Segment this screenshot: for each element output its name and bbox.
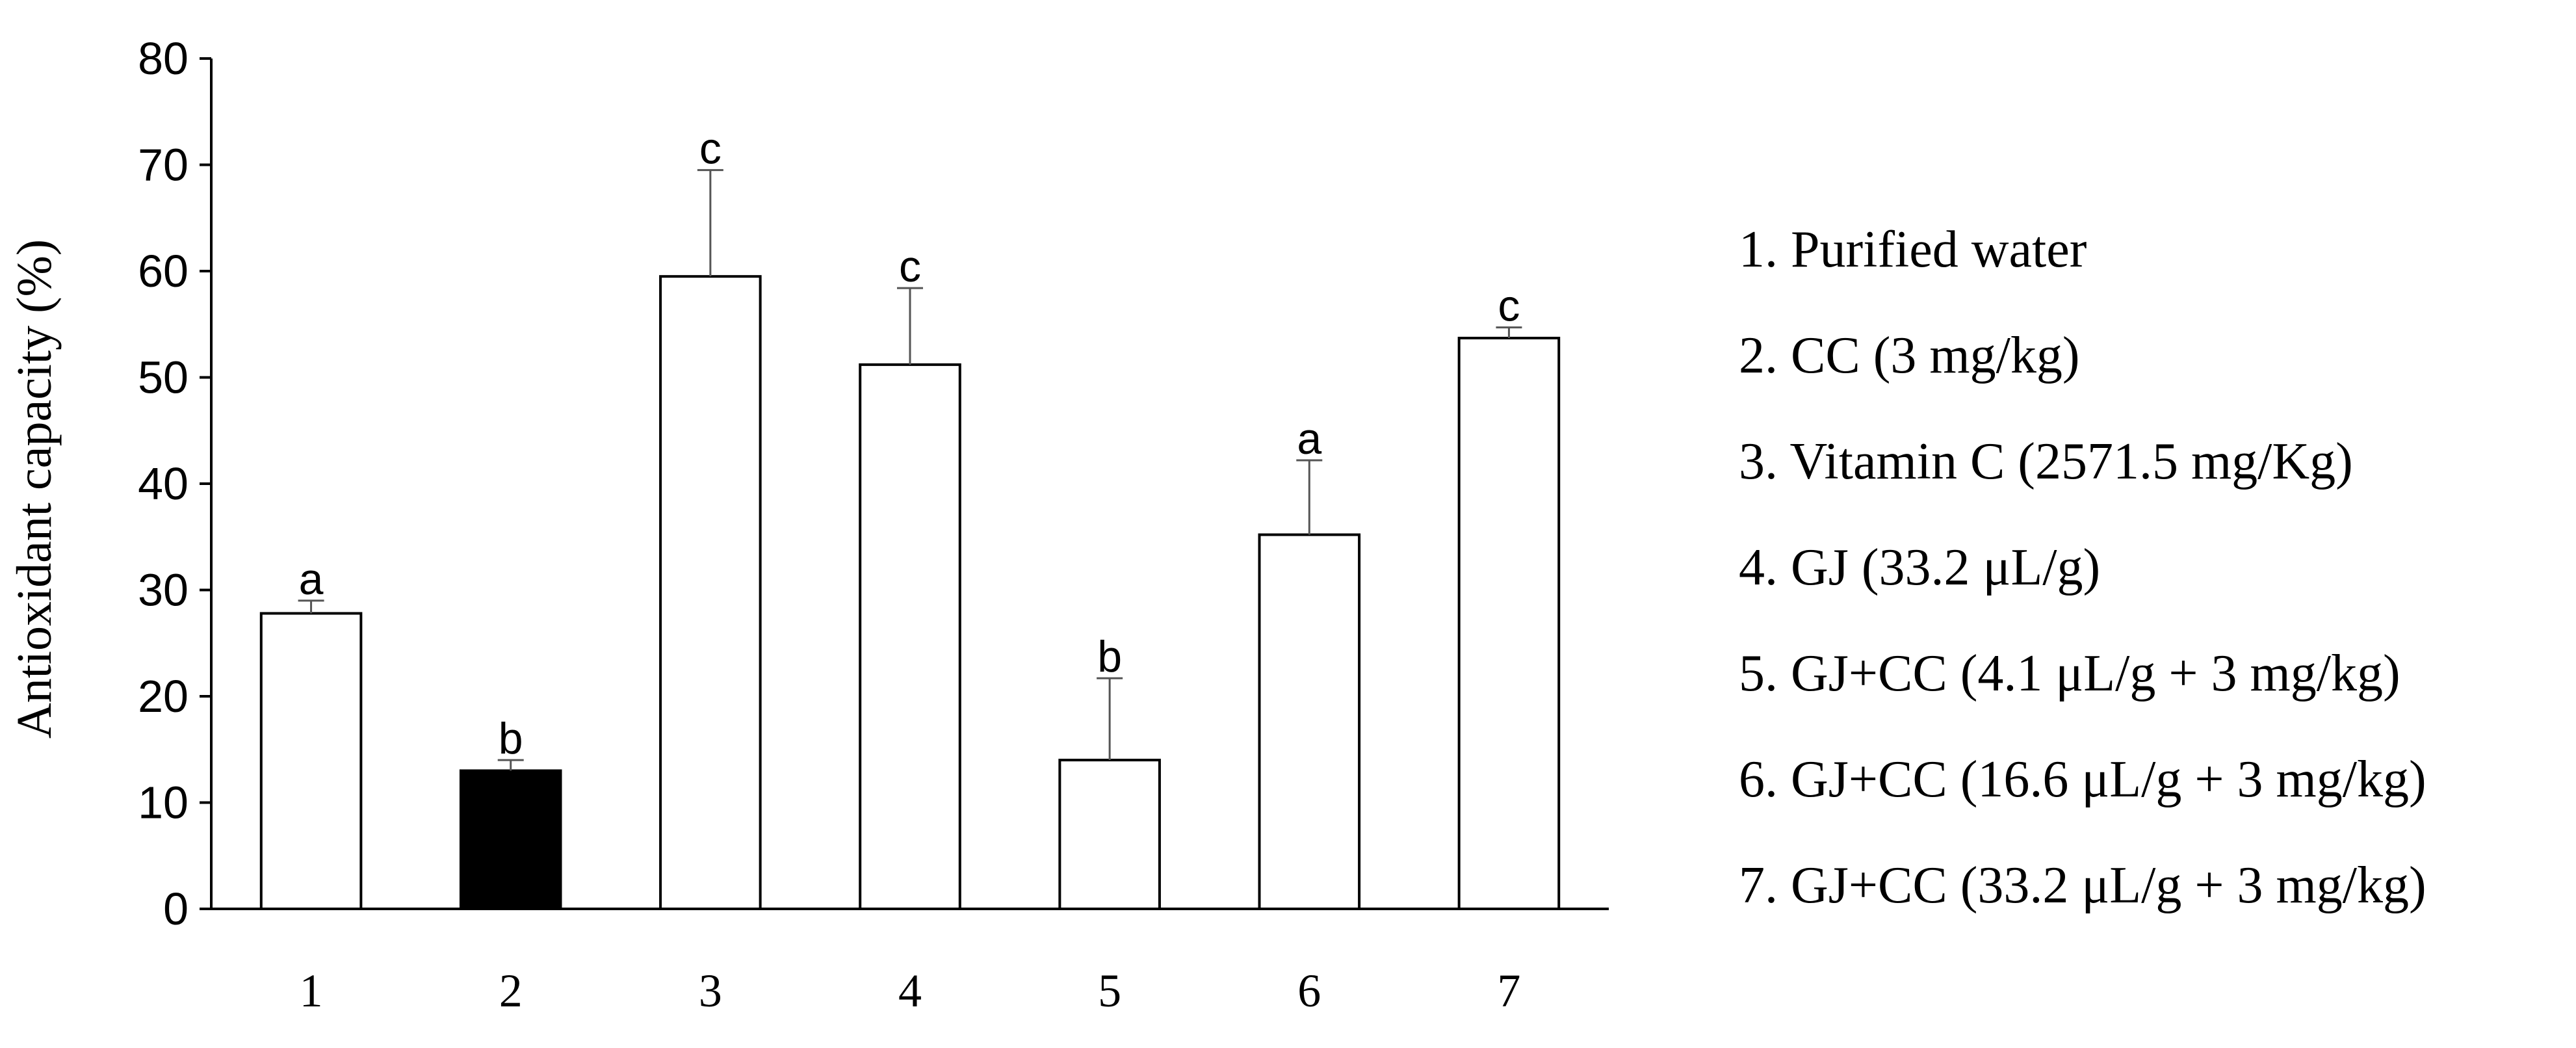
bar [259,612,363,910]
bar [859,363,961,910]
legend-item: 3. Vitamin C (2571.5 mg/Kg) [1739,433,2353,490]
legend-item: 5. GJ+CC (4.1 μL/g + 3 mg/kg) [1739,645,2400,702]
significance-label: b [1097,632,1122,681]
y-tick-label: 60 [138,246,189,296]
y-tick-label: 50 [138,352,189,403]
significance-label: c [699,124,722,174]
y-tick-label: 40 [138,458,189,509]
axes: 0 10 20 30 40 50 60 70 80 1 2 3 4 5 6 7 [138,33,1609,1017]
x-tick-label: 3 [699,965,722,1017]
legend-item: 1. Purified water [1739,221,2087,278]
significance-label: c [1498,282,1520,331]
significance-label: a [299,555,324,604]
y-tick-label: 10 [138,778,189,828]
legend-item: 6. GJ+CC (16.6 μL/g + 3 mg/kg) [1739,751,2426,808]
significance-label: b [499,714,523,763]
legend-item: 4. GJ (33.2 μL/g) [1739,539,2100,596]
legend-item: 7. GJ+CC (33.2 μL/g + 3 mg/kg) [1739,857,2426,914]
bar [459,769,562,910]
legend: 1. Purified water 2. CC (3 mg/kg) 3. Vitam… [1739,221,2426,914]
bar [659,275,762,910]
y-tick-label: 30 [138,565,189,616]
x-tick-label: 6 [1297,965,1321,1017]
y-tick-label: 20 [138,671,189,722]
significance-label: a [1297,414,1321,464]
y-tick-label: 70 [138,140,189,190]
significance-label: c [899,242,921,291]
x-tick-label: 1 [300,965,323,1017]
legend-item: 2. CC (3 mg/kg) [1739,327,2079,384]
x-tick-label: 4 [898,965,922,1017]
bar [1258,533,1361,910]
x-tick-label: 7 [1497,965,1520,1017]
bars: a b c c b a c [259,124,1561,910]
x-tick-label: 5 [1098,965,1121,1017]
y-tick-label: 0 [163,884,189,934]
bar [1457,337,1561,910]
bar [1058,759,1161,910]
y-axis-label: Antioxidant capacity (%) [7,239,62,739]
x-tick-label: 2 [499,965,523,1017]
y-tick-label: 80 [138,33,189,84]
